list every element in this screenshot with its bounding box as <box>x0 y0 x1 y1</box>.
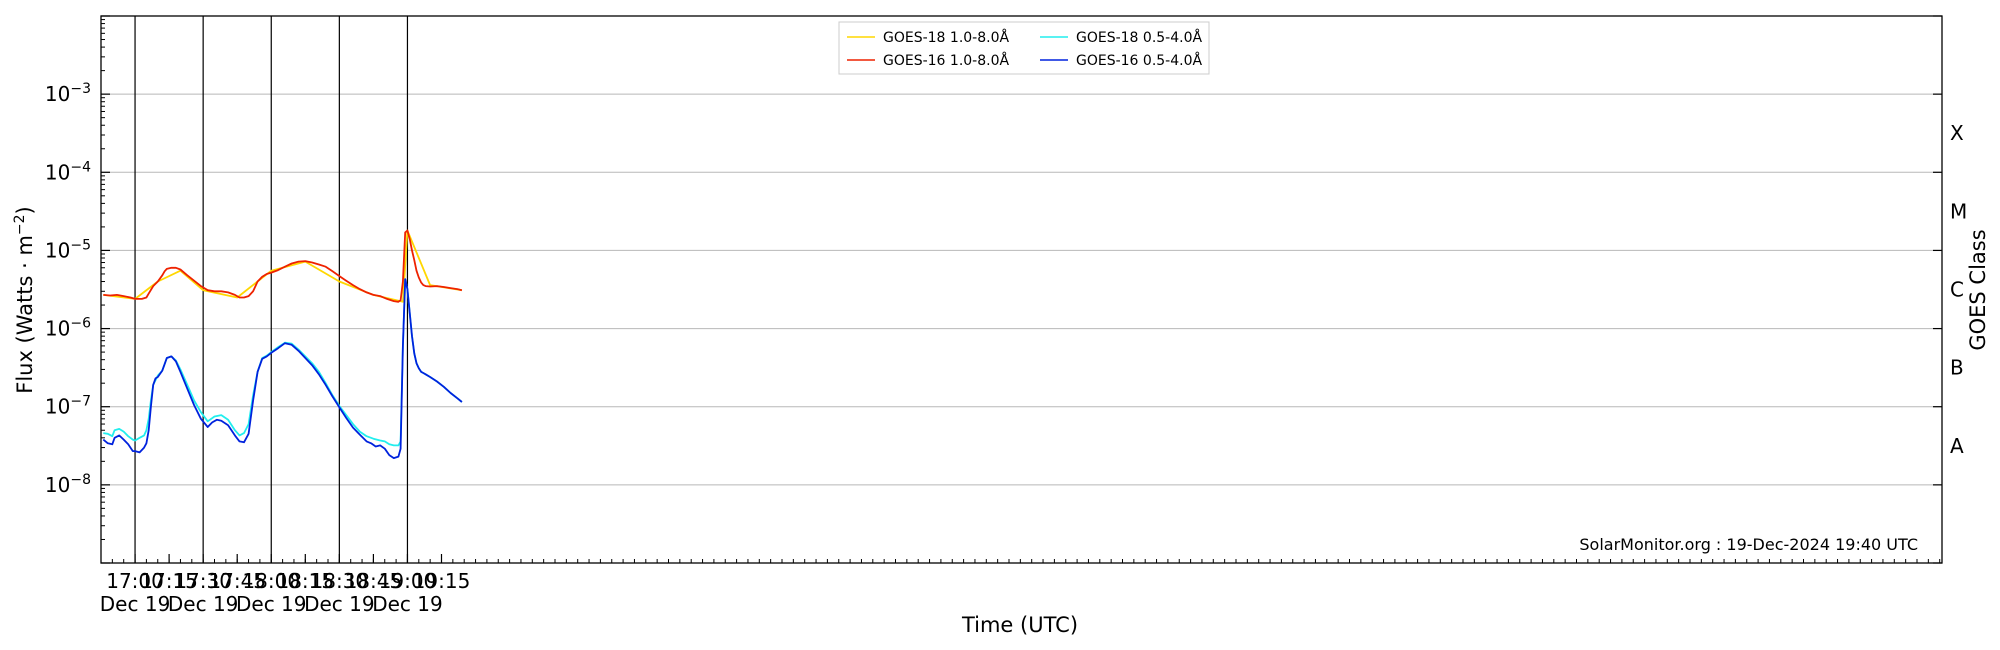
y-tick-label: 10−5 <box>45 237 91 262</box>
x-tick-label: 18:45 <box>345 569 403 593</box>
legend-label-goes18-short: GOES-18 0.5-4.0Å <box>1076 29 1202 46</box>
plot-frame <box>100 15 1943 564</box>
x-tick-date-label: Dec 19 <box>236 592 307 616</box>
x-tick-label: 19:15 <box>413 569 471 593</box>
x-tick-label: 18:30 <box>311 569 369 593</box>
y-tick-label: 10−4 <box>45 159 91 184</box>
goes-class-label-x: X <box>1950 121 1964 145</box>
x-tick-label: 17:45 <box>208 569 266 593</box>
x-tick-date-label: Dec 19 <box>100 592 171 616</box>
legend: GOES-18 1.0-8.0Å GOES-16 1.0-8.0Å GOES-1… <box>838 21 1210 75</box>
goes-class-label-a: A <box>1950 434 1964 458</box>
credit-text: SolarMonitor.org : 19-Dec-2024 19:40 UTC <box>1579 535 1918 554</box>
legend-box <box>838 21 1210 75</box>
x-tick-date-label: Dec 19 <box>372 592 443 616</box>
goes-class-label-c: C <box>1950 278 1964 302</box>
x-tick-label: 19:00 <box>379 569 437 593</box>
x-axis-title: Time (UTC) <box>961 613 1078 637</box>
x-tick-date-label: Dec 19 <box>304 592 375 616</box>
goes-class-labels: A B C M X <box>1950 121 1967 458</box>
y-tick-label: 10−3 <box>45 81 91 106</box>
legend-label-goes18-long: GOES-18 1.0-8.0Å <box>883 29 1009 46</box>
x-tick-label: 17:00 <box>106 569 164 593</box>
x-tick-date-label: Dec 19 <box>168 592 239 616</box>
x-tick-label: 17:30 <box>174 569 232 593</box>
x-tick-label: 18:00 <box>242 569 300 593</box>
y-tick-label: 10−8 <box>45 472 91 497</box>
x-tick-label: 17:15 <box>140 569 198 593</box>
goes-class-label-m: M <box>1950 199 1967 223</box>
series-line-goes16-long <box>103 229 463 303</box>
tick-layer <box>100 15 1942 564</box>
series-line-goes16-short <box>102 278 463 460</box>
y-tick-label: 10−6 <box>45 316 91 341</box>
series-layer <box>102 229 463 460</box>
series-line-goes18-long <box>103 229 463 303</box>
y-axis-title: Flux (Watts · m−2) <box>12 206 37 394</box>
y-tick-label: 10−7 <box>45 394 91 419</box>
y-tick-labels: 10−8 10−7 10−6 10−5 10−4 10−3 <box>45 81 91 497</box>
x-tick-label: 18:15 <box>276 569 334 593</box>
legend-label-goes16-long: GOES-16 1.0-8.0Å <box>883 52 1009 69</box>
legend-label-goes16-short: GOES-16 0.5-4.0Å <box>1076 52 1202 69</box>
goes-class-label-b: B <box>1950 356 1964 380</box>
goes-class-axis-title: GOES Class <box>1966 229 1990 350</box>
